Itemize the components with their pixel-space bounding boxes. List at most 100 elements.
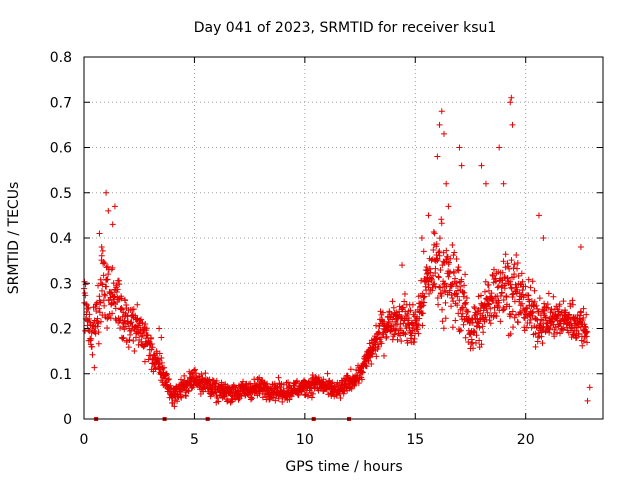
- data-point: [108, 266, 115, 273]
- data-point: [583, 333, 590, 340]
- data-point: [545, 304, 552, 311]
- data-point: [240, 378, 247, 385]
- data-point: [411, 335, 418, 342]
- data-point: [324, 370, 331, 377]
- data-point: [529, 278, 536, 285]
- data-point: [461, 289, 468, 296]
- data-point: [120, 334, 127, 341]
- data-point: [136, 320, 143, 327]
- data-point: [462, 334, 469, 341]
- data-point: [340, 390, 347, 397]
- data-point: [480, 329, 487, 336]
- data-point: [507, 281, 514, 288]
- data-point: [144, 331, 151, 338]
- data-point: [161, 364, 168, 371]
- data-point: [508, 94, 515, 101]
- data-point: [415, 321, 422, 328]
- data-point: [221, 393, 228, 400]
- data-point: [434, 295, 441, 302]
- data-point: [518, 310, 525, 317]
- data-point: [514, 259, 521, 266]
- data-point: [383, 335, 390, 342]
- data-point: [215, 398, 222, 405]
- data-point: [119, 313, 126, 320]
- data-point: [404, 311, 411, 318]
- data-point: [525, 292, 532, 299]
- data-point: [551, 333, 558, 340]
- data-point: [425, 212, 432, 219]
- data-point: [378, 334, 385, 341]
- axis-ticks: [83, 56, 603, 420]
- data-point: [391, 331, 398, 338]
- data-point: [117, 316, 124, 323]
- data-point: [501, 285, 508, 292]
- data-point: [227, 399, 234, 406]
- data-point: [426, 290, 433, 297]
- data-point: [394, 336, 401, 343]
- data-point: [504, 275, 511, 282]
- data-point: [98, 244, 105, 251]
- data-point: [569, 301, 576, 308]
- data-point: [542, 314, 549, 321]
- data-point: [501, 306, 508, 313]
- data-point: [527, 284, 534, 291]
- data-point: [462, 271, 469, 278]
- data-point: [499, 269, 506, 276]
- y-tick-label: 0.6: [50, 141, 72, 157]
- data-point: [122, 297, 129, 304]
- data-point: [461, 300, 468, 307]
- data-point: [507, 99, 514, 106]
- data-point: [515, 272, 522, 279]
- data-point: [118, 295, 125, 302]
- data-point: [275, 374, 282, 381]
- data-point: [445, 259, 452, 266]
- data-point: [103, 283, 110, 290]
- data-point: [109, 310, 116, 317]
- data-point: [435, 273, 442, 280]
- data-point: [572, 335, 579, 342]
- data-point: [158, 354, 165, 361]
- data-point: [390, 322, 397, 329]
- data-point: [421, 293, 428, 300]
- data-point: [329, 379, 336, 386]
- data-point: [198, 371, 205, 378]
- data-point: [361, 359, 368, 366]
- data-point: [443, 180, 450, 187]
- data-point: [116, 281, 123, 288]
- data-point: [429, 284, 436, 291]
- data-point: [113, 288, 120, 295]
- data-point: [453, 279, 460, 286]
- data-point: [497, 318, 504, 325]
- x-tick-labels: 0 5 10 15 20: [80, 432, 535, 448]
- data-point: [471, 304, 478, 311]
- data-point: [130, 306, 137, 313]
- data-point: [402, 331, 409, 338]
- data-point: [494, 303, 501, 310]
- data-point: [127, 331, 134, 338]
- data-point: [462, 299, 469, 306]
- data-point: [235, 396, 242, 403]
- data-point: [486, 301, 493, 308]
- data-point: [86, 315, 93, 322]
- data-point: [209, 377, 216, 384]
- data-point: [259, 394, 266, 401]
- data-point: [95, 329, 102, 336]
- data-point: [114, 286, 121, 293]
- data-point: [573, 327, 580, 334]
- data-point: [152, 365, 159, 372]
- data-point: [399, 304, 406, 311]
- data-point: [543, 320, 550, 327]
- x-tick-label: 0: [80, 432, 89, 448]
- data-point: [458, 162, 465, 169]
- data-point: [513, 251, 520, 258]
- data-point: [479, 323, 486, 330]
- data-point: [84, 305, 91, 312]
- data-point: [512, 311, 519, 318]
- data-point: [531, 287, 538, 294]
- data-point: [181, 372, 188, 379]
- data-point: [455, 267, 462, 274]
- data-point: [496, 299, 503, 306]
- data-point: [396, 311, 403, 318]
- data-point: [511, 314, 518, 321]
